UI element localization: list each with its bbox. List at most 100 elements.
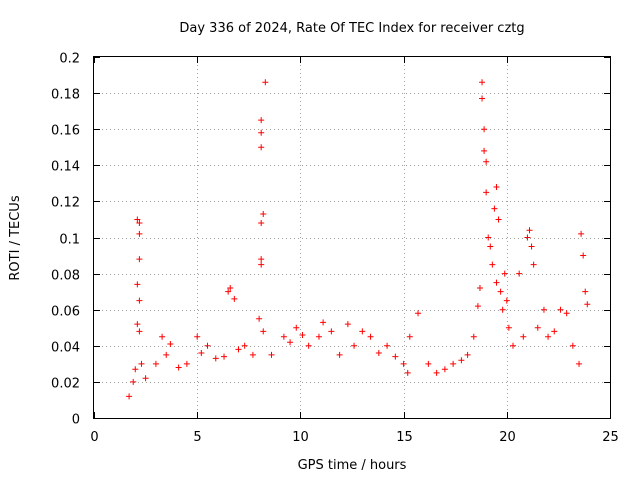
data-point	[258, 220, 265, 227]
y-tick-labels: 0 0.02 0.04 0.06 0.08 0.1 0.12 0.14 0.16 0.18 0.2	[51, 52, 80, 428]
data-point	[280, 333, 287, 340]
data-point	[142, 375, 149, 382]
data-point	[258, 117, 265, 124]
data-point	[235, 346, 242, 353]
data-points	[126, 79, 591, 400]
data-point	[126, 393, 133, 400]
data-point	[359, 328, 366, 335]
data-point	[578, 230, 585, 237]
y-tick-label: 0.1	[59, 233, 80, 248]
data-point	[464, 351, 471, 358]
data-point	[163, 351, 170, 358]
data-point	[476, 285, 483, 292]
data-point	[293, 324, 300, 331]
data-point	[260, 211, 267, 218]
x-tick-label: 0	[90, 430, 98, 445]
data-point	[497, 288, 504, 295]
data-point	[392, 353, 399, 360]
data-point	[134, 281, 141, 288]
data-point	[485, 234, 492, 241]
data-point	[400, 360, 407, 367]
data-point	[489, 261, 496, 268]
data-point	[212, 355, 219, 362]
data-point	[487, 243, 494, 250]
y-tick-label: 0.04	[51, 341, 80, 356]
data-point	[569, 342, 576, 349]
y-tick-label: 0	[72, 413, 80, 428]
data-point	[479, 95, 486, 102]
data-point	[227, 285, 234, 292]
y-tick-label: 0.02	[51, 377, 80, 392]
x-axis-title: GPS time / hours	[298, 458, 407, 473]
data-point	[175, 364, 182, 371]
data-point	[474, 303, 481, 310]
data-point	[328, 328, 335, 335]
y-tick-label: 0.18	[51, 88, 80, 103]
x-tick-label: 5	[193, 430, 201, 445]
plot-frame	[93, 56, 611, 419]
data-point	[258, 256, 265, 263]
data-point	[287, 339, 294, 346]
data-point	[433, 369, 440, 376]
data-point	[136, 230, 143, 237]
data-point	[231, 295, 238, 302]
x-tick-label: 15	[396, 430, 413, 445]
data-point	[258, 129, 265, 136]
data-point	[483, 158, 490, 165]
data-point	[524, 234, 531, 241]
data-point	[258, 144, 265, 151]
y-tick-label: 0.12	[51, 196, 80, 211]
axis-ticks	[94, 57, 611, 419]
data-point	[305, 342, 312, 349]
data-point	[194, 333, 201, 340]
data-point	[375, 350, 382, 357]
data-point	[493, 279, 500, 286]
y-tick-label: 0.16	[51, 124, 80, 139]
data-point	[582, 288, 589, 295]
data-point	[470, 333, 477, 340]
data-point	[415, 310, 422, 317]
data-point	[450, 360, 457, 367]
y-tick-label: 0.06	[51, 305, 80, 320]
data-point	[505, 324, 512, 331]
data-point	[404, 369, 411, 376]
data-point	[221, 353, 228, 360]
data-point	[479, 79, 486, 86]
data-point	[136, 297, 143, 304]
data-point	[563, 310, 570, 317]
data-point	[576, 360, 583, 367]
data-point	[204, 342, 211, 349]
data-point	[134, 216, 141, 223]
data-point	[540, 306, 547, 313]
data-point	[132, 366, 139, 373]
data-point	[344, 321, 351, 328]
data-point	[167, 340, 174, 347]
data-point	[441, 366, 448, 373]
data-point	[493, 183, 500, 190]
data-point	[584, 301, 591, 308]
data-point	[425, 360, 432, 367]
data-point	[501, 270, 508, 277]
data-point	[545, 333, 552, 340]
data-point	[138, 360, 145, 367]
data-point	[367, 333, 374, 340]
grid-lines	[94, 57, 610, 418]
data-point	[557, 306, 564, 313]
data-point	[481, 147, 488, 154]
data-point	[336, 351, 343, 358]
data-point	[315, 333, 322, 340]
data-point	[528, 243, 535, 250]
data-point	[260, 328, 267, 335]
data-point	[530, 261, 537, 268]
data-point	[241, 342, 248, 349]
data-point	[299, 331, 306, 338]
data-point	[384, 342, 391, 349]
data-point	[256, 315, 263, 322]
data-point	[495, 216, 502, 223]
data-point	[183, 360, 190, 367]
data-point	[551, 328, 558, 335]
data-point	[516, 270, 523, 277]
data-point	[262, 79, 269, 86]
y-tick-label: 0.08	[51, 269, 80, 284]
